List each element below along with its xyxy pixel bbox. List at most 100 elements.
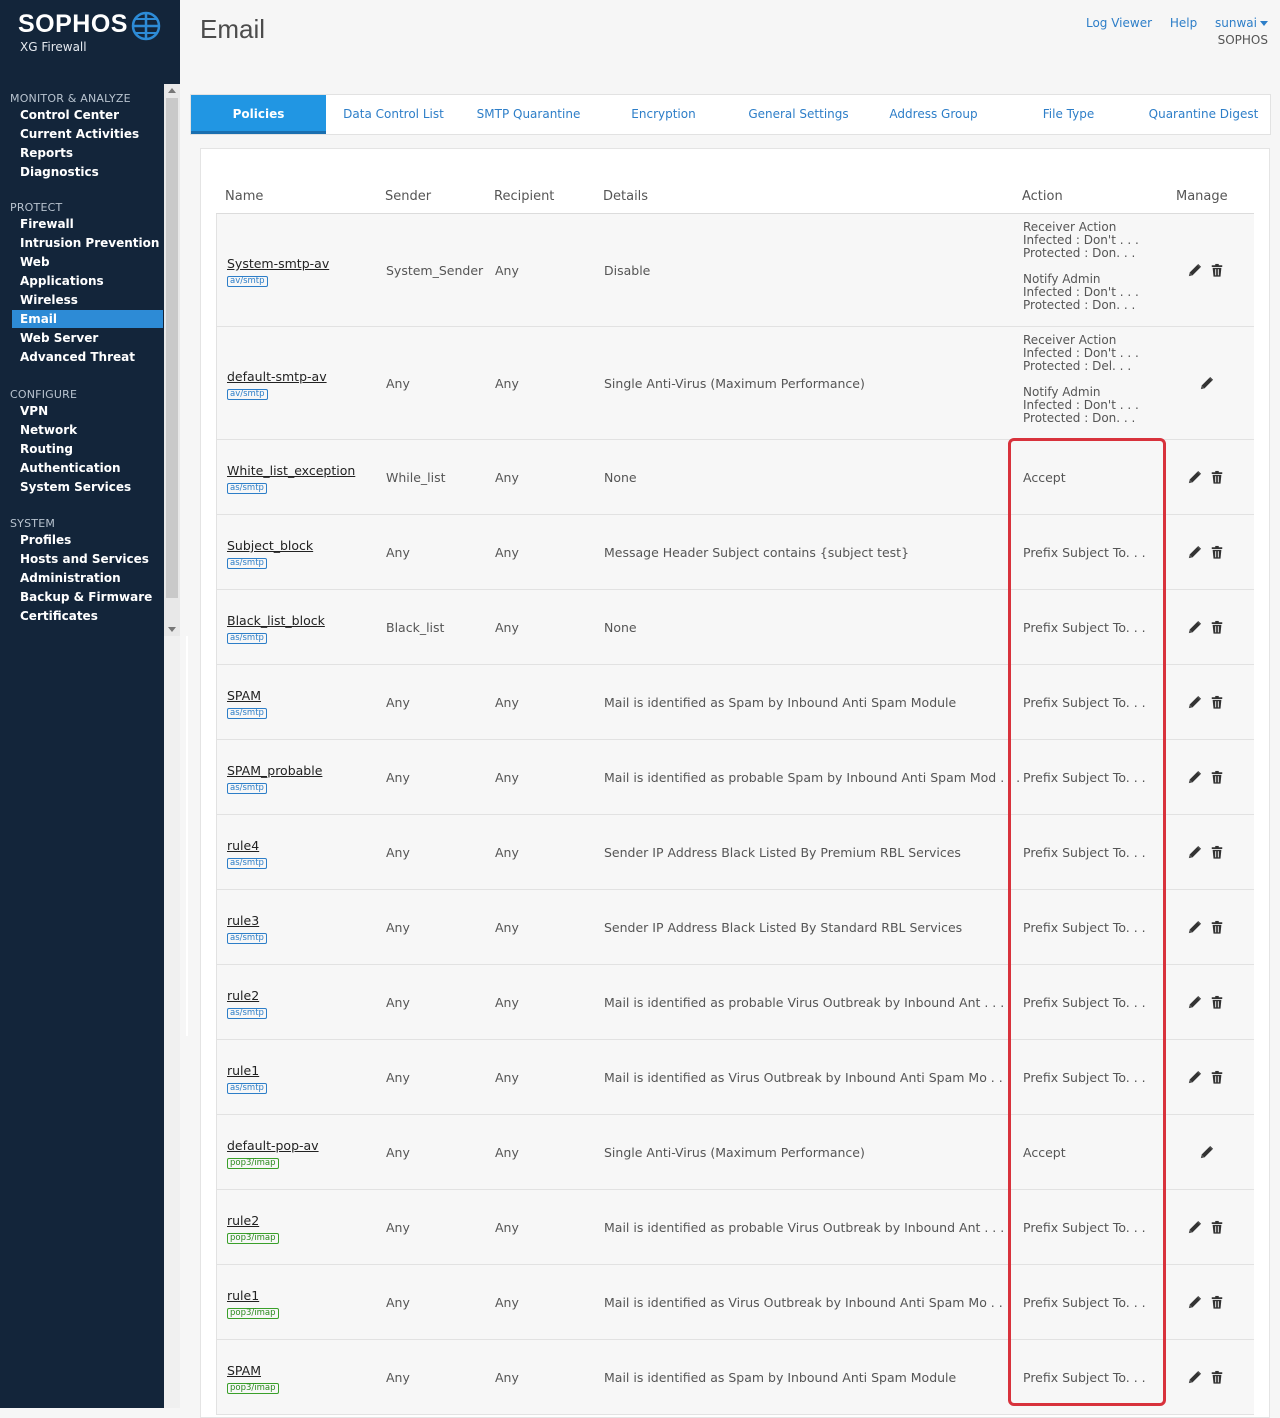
sidebar-item-firewall[interactable]: Firewall — [20, 217, 74, 231]
sidebar-item-email[interactable]: Email — [12, 310, 163, 328]
scroll-thumb[interactable] — [166, 98, 178, 598]
sidebar-item-web-server[interactable]: Web Server — [20, 331, 99, 345]
tab-file-type[interactable]: File Type — [1042, 107, 1095, 121]
edit-icon[interactable] — [1187, 1370, 1202, 1385]
sidebar-item-wireless[interactable]: Wireless — [20, 293, 78, 307]
edit-icon[interactable] — [1187, 920, 1202, 935]
tab-general-settings[interactable]: General Settings — [748, 107, 849, 121]
sidebar-item-intrusion-prevention[interactable]: Intrusion Prevention — [20, 236, 160, 250]
trash-icon[interactable] — [1210, 1370, 1225, 1385]
edit-icon[interactable] — [1187, 1295, 1202, 1310]
header-recipient[interactable]: Recipient — [494, 189, 555, 204]
trash-icon[interactable] — [1210, 470, 1225, 485]
tab-address-group[interactable]: Address Group — [889, 107, 978, 121]
table-row[interactable]: Black_list_block as/smtp Black_list Any None… — [216, 590, 1254, 665]
sidebar-item-web[interactable]: Web — [20, 255, 50, 269]
sidebar-scrollbar[interactable] — [164, 84, 180, 636]
trash-icon[interactable] — [1210, 845, 1225, 860]
sidebar-item-vpn[interactable]: VPN — [20, 404, 49, 418]
tab-smtp-quarantine[interactable]: SMTP Quarantine — [476, 107, 581, 121]
edit-icon[interactable] — [1187, 470, 1202, 485]
table-row[interactable]: rule1 as/smtp Any Any Mail is identified as … — [216, 1040, 1254, 1115]
edit-icon[interactable] — [1187, 695, 1202, 710]
policy-name-link[interactable]: rule1 — [227, 1288, 260, 1303]
header-details[interactable]: Details — [603, 189, 649, 204]
policy-name-link[interactable]: Subject_block — [227, 538, 314, 553]
trash-icon[interactable] — [1210, 770, 1225, 785]
policy-name-link[interactable]: rule1 — [227, 1063, 260, 1078]
sidebar-item-control-center[interactable]: Control Center — [20, 108, 120, 122]
trash-icon[interactable] — [1210, 1070, 1225, 1085]
edit-icon[interactable] — [1187, 545, 1202, 560]
edit-icon[interactable] — [1187, 1220, 1202, 1235]
policy-name-link[interactable]: SPAM — [227, 688, 262, 703]
policy-name-link[interactable]: SPAM_probable — [227, 763, 323, 778]
edit-icon[interactable] — [1187, 263, 1202, 278]
table-row[interactable]: default-smtp-av av/smtp Any Any Single Anti-… — [216, 327, 1254, 440]
policy-name-link[interactable]: rule2 — [227, 1213, 260, 1228]
sidebar-item-current-activities[interactable]: Current Activities — [20, 127, 140, 141]
trash-icon[interactable] — [1210, 263, 1225, 278]
trash-icon[interactable] — [1210, 1220, 1225, 1235]
table-row[interactable]: SPAM as/smtp Any Any Mail is identified as S… — [216, 665, 1254, 740]
log-viewer-link[interactable]: Log Viewer — [1085, 16, 1153, 30]
header-name[interactable]: Name — [225, 189, 264, 204]
policy-name-link[interactable]: White_list_exception — [227, 463, 356, 478]
sidebar-item-hosts-and-services[interactable]: Hosts and Services — [20, 552, 149, 566]
table-row[interactable]: rule2 as/smtp Any Any Mail is identified as … — [216, 965, 1254, 1040]
table-row[interactable]: default-pop-av pop3/imap Any Any Single Anti… — [216, 1115, 1254, 1190]
sidebar-item-network[interactable]: Network — [20, 423, 78, 437]
scroll-up-icon[interactable] — [168, 88, 176, 93]
sidebar-item-administration[interactable]: Administration — [20, 571, 121, 585]
trash-icon[interactable] — [1210, 695, 1225, 710]
table-row[interactable]: System-smtp-av av/smtp System_Sender Any Dis… — [216, 214, 1254, 327]
sidebar-item-routing[interactable]: Routing — [20, 442, 74, 456]
sidebar-item-backup-firmware[interactable]: Backup & Firmware — [20, 590, 153, 604]
policy-name-link[interactable]: rule4 — [227, 838, 260, 853]
policy-name-link[interactable]: rule2 — [227, 988, 260, 1003]
edit-icon[interactable] — [1187, 995, 1202, 1010]
tab-policies[interactable]: Policies — [191, 95, 326, 134]
policy-name-link[interactable]: default-smtp-av — [227, 369, 327, 384]
tab-quarantine-digest[interactable]: Quarantine Digest — [1148, 107, 1259, 121]
user-menu[interactable]: sunwai — [1215, 16, 1268, 30]
table-row[interactable]: rule1 pop3/imap Any Any Mail is identified a… — [216, 1265, 1254, 1340]
policy-name-link[interactable]: Black_list_block — [227, 613, 325, 628]
table-row[interactable]: rule4 as/smtp Any Any Sender IP Address Blac… — [216, 815, 1254, 890]
trash-icon[interactable] — [1210, 545, 1225, 560]
trash-icon[interactable] — [1210, 620, 1225, 635]
policy-name-link[interactable]: default-pop-av — [227, 1138, 319, 1153]
sidebar-item-system-services[interactable]: System Services — [20, 480, 132, 494]
edit-icon[interactable] — [1187, 620, 1202, 635]
sidebar-item-profiles[interactable]: Profiles — [20, 533, 72, 547]
trash-icon[interactable] — [1210, 1295, 1225, 1310]
edit-icon[interactable] — [1199, 1145, 1214, 1160]
tab-encryption[interactable]: Encryption — [631, 107, 696, 121]
edit-icon[interactable] — [1187, 845, 1202, 860]
trash-icon[interactable] — [1210, 920, 1225, 935]
sophos-logo[interactable]: SOPHOS XG Firewall — [18, 10, 168, 60]
table-row[interactable]: SPAM_probable as/smtp Any Any Mail is identi… — [216, 740, 1254, 815]
sidebar-item-certificates[interactable]: Certificates — [20, 609, 98, 623]
header-action[interactable]: Action — [1022, 189, 1063, 204]
help-link[interactable]: Help — [1169, 16, 1198, 30]
table-row[interactable]: Subject_block as/smtp Any Any Message Header… — [216, 515, 1254, 590]
scroll-down-icon[interactable] — [168, 627, 176, 632]
trash-icon[interactable] — [1210, 995, 1225, 1010]
sidebar-item-applications[interactable]: Applications — [20, 274, 104, 288]
tab-data-control-list[interactable]: Data Control List — [343, 107, 444, 121]
header-sender[interactable]: Sender — [385, 189, 432, 204]
table-row[interactable]: rule2 pop3/imap Any Any Mail is identified a… — [216, 1190, 1254, 1265]
policy-name-link[interactable]: rule3 — [227, 913, 260, 928]
edit-icon[interactable] — [1187, 770, 1202, 785]
sidebar-item-authentication[interactable]: Authentication — [20, 461, 121, 475]
edit-icon[interactable] — [1199, 376, 1214, 391]
policy-name-link[interactable]: System-smtp-av — [227, 256, 330, 271]
edit-icon[interactable] — [1187, 1070, 1202, 1085]
table-row[interactable]: White_list_exception as/smtp While_list Any… — [216, 440, 1254, 515]
policy-name-link[interactable]: SPAM — [227, 1363, 262, 1378]
table-row[interactable]: rule3 as/smtp Any Any Sender IP Address Blac… — [216, 890, 1254, 965]
table-row[interactable]: SPAM pop3/imap Any Any Mail is identified as… — [216, 1340, 1254, 1415]
sidebar-item-diagnostics[interactable]: Diagnostics — [20, 165, 99, 179]
sidebar-item-advanced-threat[interactable]: Advanced Threat — [20, 350, 135, 364]
